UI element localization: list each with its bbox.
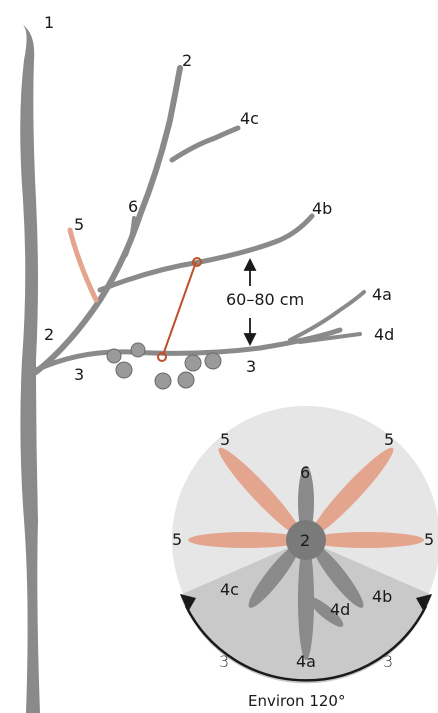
inset-arc-arrow: [184, 605, 428, 682]
trunk: [20, 24, 40, 713]
inset-label-arc-left: 3: [219, 652, 229, 671]
label-branch-4a: 4a: [372, 285, 392, 304]
dimension-arrow: [243, 257, 257, 347]
spacing-line: [162, 261, 197, 356]
inset-label-5-r: 5: [424, 530, 434, 549]
inset-label-4b: 4b: [372, 587, 392, 606]
inset-arc-arrowhead-left: [180, 594, 196, 612]
inset-label-4a: 4a: [296, 652, 316, 671]
label-branch-4d: 4d: [374, 325, 394, 344]
inset-arc-arrowhead-right: [416, 594, 432, 612]
inset-pink-shoots: [188, 447, 424, 548]
leader-branch: [33, 65, 183, 375]
shoot-5-pink: [67, 227, 99, 303]
fruit-cluster: [106, 342, 222, 390]
spacing-start-marker: [192, 257, 202, 267]
spacing-end-marker: [157, 352, 167, 362]
label-branch-4b: 4b: [312, 199, 332, 218]
inset-label-4c: 4c: [220, 580, 239, 599]
label-shoot-5: 5: [74, 215, 84, 234]
branch-4a: [288, 290, 366, 342]
inset-label-arc-right: 3: [383, 652, 393, 671]
label-scaffold-right: 3: [246, 357, 256, 376]
label-spacing: 60–80 cm: [226, 290, 304, 309]
shoot-6: [124, 216, 136, 257]
label-scaffold-left: 3: [74, 365, 84, 384]
inset-label-4d: 4d: [330, 600, 350, 619]
label-branch-4c: 4c: [240, 109, 259, 128]
label-leader: 2: [182, 51, 192, 70]
inset-label-5-l: 5: [172, 530, 182, 549]
inset-label-center: 2: [300, 531, 310, 550]
inset-caption: Environ 120°: [248, 692, 345, 710]
inset-label-5-ul: 5: [220, 430, 230, 449]
top-view-inset: 2 6 5 5 5 5 4c 4b 4d 4a 3 3 Environ 120°: [172, 406, 438, 710]
label-leader-left: 2: [44, 325, 54, 344]
branch-4b: [97, 213, 315, 293]
inset-label-shoot-6: 6: [300, 463, 310, 482]
branch-4d: [298, 332, 362, 344]
label-shoot-6: 6: [128, 197, 138, 216]
inset-grey-branches: [248, 466, 364, 660]
branch-4c: [169, 125, 241, 163]
label-trunk: 1: [44, 13, 54, 32]
inset-label-5-ur: 5: [384, 430, 394, 449]
